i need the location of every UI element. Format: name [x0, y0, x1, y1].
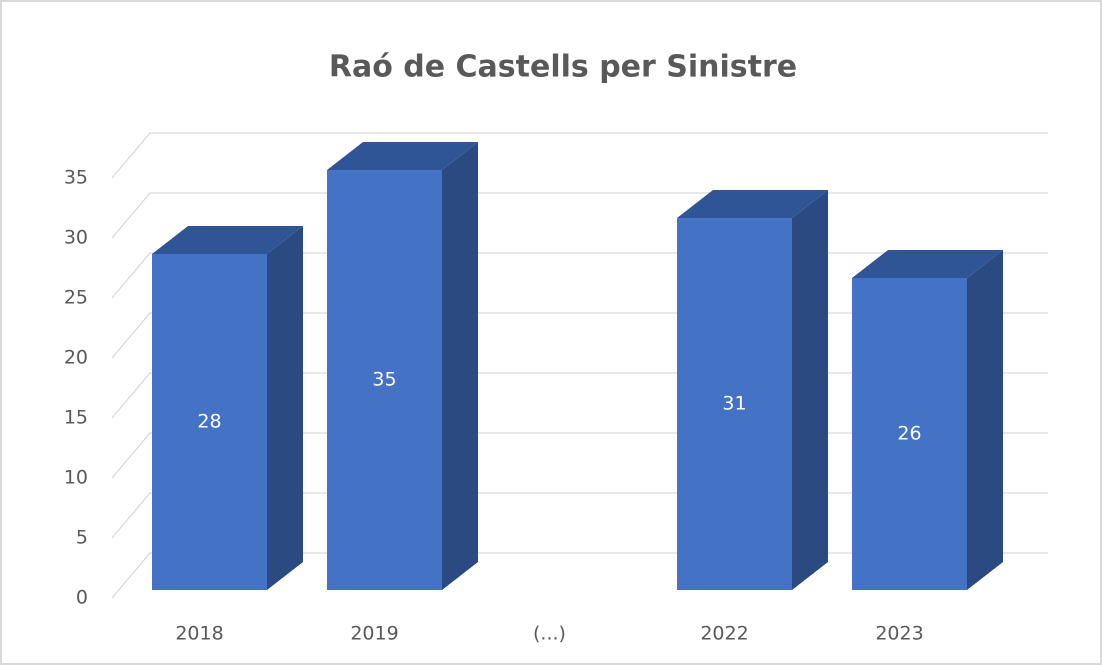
y-tick-label: 0: [76, 587, 88, 609]
y-tick-label: 30: [64, 227, 88, 249]
x-tick-label: 2022: [700, 623, 748, 645]
bar-top: [327, 142, 478, 170]
y-tick-label: 5: [76, 527, 88, 549]
data-label: 35: [372, 369, 396, 391]
data-label: 31: [722, 393, 746, 415]
bar-side: [967, 250, 1003, 590]
bar-top: [152, 226, 303, 254]
bar-side: [267, 226, 303, 590]
y-tick-label: 25: [64, 287, 88, 309]
bar: [152, 254, 267, 590]
bar-top: [677, 190, 828, 218]
data-label: 28: [197, 411, 221, 433]
grid-line: [111, 132, 1048, 179]
bar-side: [792, 190, 828, 590]
y-tick-label: 20: [64, 347, 88, 369]
bar: [677, 218, 792, 590]
data-label: 26: [897, 423, 921, 445]
chart-title: Raó de Castells per Sinistre: [329, 50, 797, 85]
y-tick-label: 35: [64, 167, 88, 189]
y-tick-label: 15: [64, 407, 88, 429]
x-tick-label: (...): [533, 623, 566, 645]
bar: [852, 278, 967, 590]
bar: [327, 170, 442, 590]
bar-side: [442, 142, 478, 590]
x-tick-label: 2023: [875, 623, 923, 645]
y-tick-label: 10: [64, 467, 88, 489]
x-tick-label: 2018: [175, 623, 223, 645]
bar-top: [852, 250, 1003, 278]
x-tick-label: 2019: [350, 623, 398, 645]
